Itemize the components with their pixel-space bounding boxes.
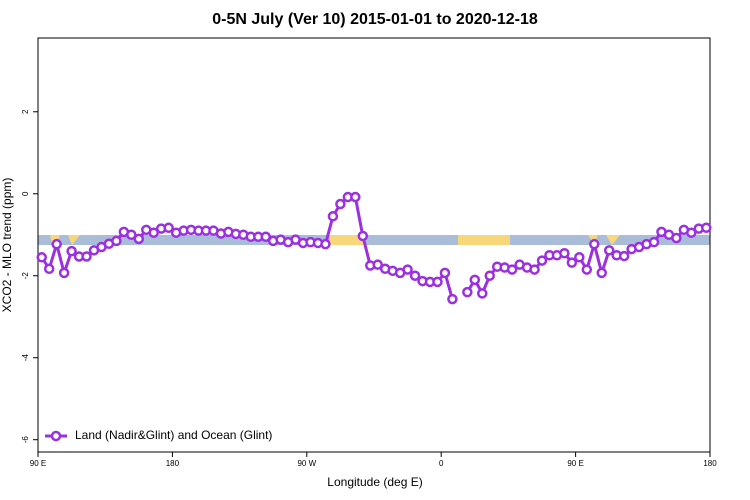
data-point: [618, 250, 630, 262]
data-point: [163, 222, 174, 234]
data-point: [581, 264, 593, 275]
data-point: [357, 230, 369, 242]
data-point: [529, 264, 540, 275]
y-tick-label: -4: [21, 354, 30, 362]
data-point: [701, 222, 712, 234]
chart-title: 0-5N July (Ver 10) 2015-01-01 to 2020-12…: [212, 11, 538, 28]
y-tick-label: 0: [21, 191, 30, 196]
data-point: [36, 252, 47, 263]
data-point: [469, 274, 481, 286]
data-point: [589, 238, 600, 250]
data-point: [335, 198, 346, 210]
x-tick-label: 180: [166, 459, 180, 468]
land-band: [606, 235, 620, 245]
data-point: [574, 252, 585, 263]
data-point: [462, 286, 473, 298]
data-point: [43, 263, 55, 275]
data-point: [58, 267, 70, 279]
data-point: [320, 238, 331, 250]
y-axis-label: XCO2 - MLO trend (ppm): [0, 178, 14, 313]
data-point: [432, 276, 443, 288]
data-point: [536, 255, 548, 266]
plot-frame: [37, 37, 711, 453]
data-point: [148, 227, 159, 238]
data-point: [327, 211, 339, 222]
data-point: [484, 270, 495, 281]
data-point: [596, 267, 607, 279]
y-tick-label: -2: [21, 272, 30, 280]
data-point: [409, 270, 421, 281]
data-point: [402, 264, 413, 275]
data-point: [350, 191, 361, 203]
data-point: [372, 259, 383, 270]
land-band: [330, 235, 366, 245]
x-tick-label: 0: [439, 459, 444, 468]
data-point: [447, 293, 458, 305]
data-point: [126, 229, 137, 241]
legend-label: Land (Nadir&Glint) and Ocean (Glint): [75, 428, 272, 442]
data-point: [111, 235, 122, 247]
x-axis-label: Longitude (deg E): [327, 475, 422, 489]
data-point: [671, 232, 682, 244]
land-band: [458, 235, 510, 245]
x-tick-label: 90 E: [567, 459, 583, 468]
data-point: [439, 267, 451, 279]
data-point: [133, 233, 145, 245]
x-tick-label: 180: [703, 459, 717, 468]
x-tick-label: 90 W: [297, 459, 316, 468]
y-tick-label: -6: [21, 436, 30, 444]
ocean-band: [38, 235, 710, 245]
data-point: [603, 245, 615, 256]
data-point: [648, 236, 660, 248]
data-point: [566, 257, 578, 268]
legend-marker: [50, 430, 62, 442]
data-point: [66, 245, 77, 257]
y-tick-label: 2: [21, 109, 30, 114]
data-point: [559, 247, 570, 259]
land-band: [68, 235, 80, 245]
x-tick-label: 90 E: [30, 459, 46, 468]
data-point: [81, 251, 92, 262]
data-point: [506, 264, 518, 275]
data-point: [686, 227, 697, 238]
data-point: [260, 231, 271, 243]
data-point: [477, 288, 488, 299]
data-point: [51, 238, 62, 250]
